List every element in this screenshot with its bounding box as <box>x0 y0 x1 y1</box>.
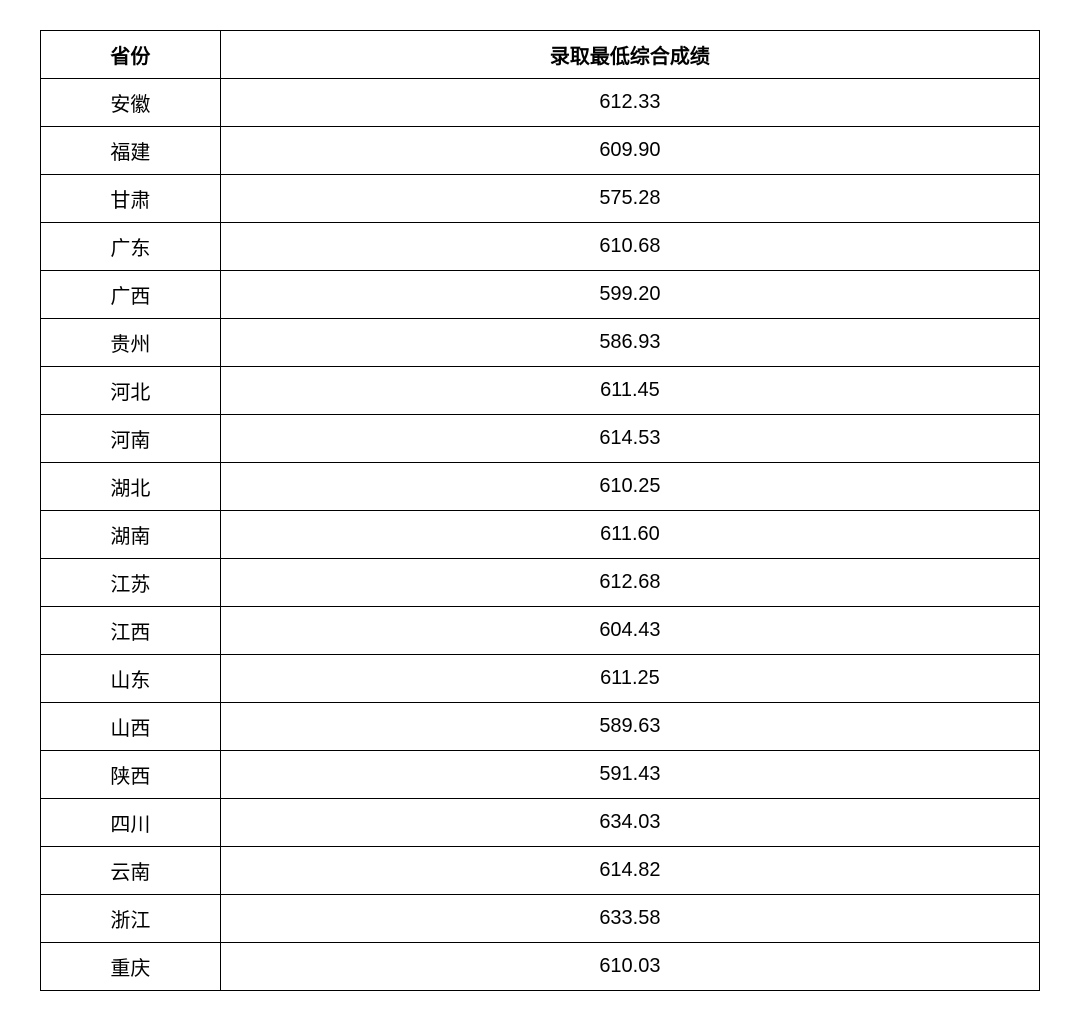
column-header-province: 省份 <box>41 31 221 79</box>
table-row: 甘肃 575.28 <box>41 175 1040 223</box>
cell-score: 586.93 <box>220 319 1039 367</box>
cell-province: 浙江 <box>41 895 221 943</box>
table-row: 重庆 610.03 <box>41 943 1040 991</box>
cell-province: 山西 <box>41 703 221 751</box>
table-row: 云南 614.82 <box>41 847 1040 895</box>
cell-score: 611.60 <box>220 511 1039 559</box>
cell-province: 四川 <box>41 799 221 847</box>
cell-score: 612.33 <box>220 79 1039 127</box>
table-row: 江西 604.43 <box>41 607 1040 655</box>
cell-province: 甘肃 <box>41 175 221 223</box>
cell-province: 江西 <box>41 607 221 655</box>
table-row: 贵州 586.93 <box>41 319 1040 367</box>
cell-province: 陕西 <box>41 751 221 799</box>
table-row: 湖北 610.25 <box>41 463 1040 511</box>
cell-province: 安徽 <box>41 79 221 127</box>
cell-score: 609.90 <box>220 127 1039 175</box>
table-header-row: 省份 录取最低综合成绩 <box>41 31 1040 79</box>
table-row: 安徽 612.33 <box>41 79 1040 127</box>
cell-province: 广西 <box>41 271 221 319</box>
cell-score: 575.28 <box>220 175 1039 223</box>
table-row: 河北 611.45 <box>41 367 1040 415</box>
cell-province: 福建 <box>41 127 221 175</box>
cell-province: 贵州 <box>41 319 221 367</box>
column-header-score: 录取最低综合成绩 <box>220 31 1039 79</box>
table-row: 广西 599.20 <box>41 271 1040 319</box>
cell-score: 611.25 <box>220 655 1039 703</box>
table-row: 江苏 612.68 <box>41 559 1040 607</box>
table-row: 陕西 591.43 <box>41 751 1040 799</box>
cell-province: 河南 <box>41 415 221 463</box>
cell-province: 湖北 <box>41 463 221 511</box>
cell-score: 611.45 <box>220 367 1039 415</box>
cell-score: 589.63 <box>220 703 1039 751</box>
table-body: 安徽 612.33 福建 609.90 甘肃 575.28 广东 610.68 … <box>41 79 1040 991</box>
admission-scores-table: 省份 录取最低综合成绩 安徽 612.33 福建 609.90 甘肃 575.2… <box>40 30 1040 991</box>
cell-province: 广东 <box>41 223 221 271</box>
cell-score: 634.03 <box>220 799 1039 847</box>
cell-province: 重庆 <box>41 943 221 991</box>
table-row: 山东 611.25 <box>41 655 1040 703</box>
cell-score: 610.68 <box>220 223 1039 271</box>
table-row: 湖南 611.60 <box>41 511 1040 559</box>
table-row: 四川 634.03 <box>41 799 1040 847</box>
cell-score: 633.58 <box>220 895 1039 943</box>
cell-province: 江苏 <box>41 559 221 607</box>
cell-score: 614.82 <box>220 847 1039 895</box>
cell-province: 湖南 <box>41 511 221 559</box>
table-row: 福建 609.90 <box>41 127 1040 175</box>
cell-province: 山东 <box>41 655 221 703</box>
cell-score: 591.43 <box>220 751 1039 799</box>
table-row: 广东 610.68 <box>41 223 1040 271</box>
cell-score: 599.20 <box>220 271 1039 319</box>
cell-score: 610.03 <box>220 943 1039 991</box>
table-row: 浙江 633.58 <box>41 895 1040 943</box>
cell-score: 610.25 <box>220 463 1039 511</box>
table-row: 山西 589.63 <box>41 703 1040 751</box>
cell-score: 612.68 <box>220 559 1039 607</box>
table-row: 河南 614.53 <box>41 415 1040 463</box>
cell-province: 河北 <box>41 367 221 415</box>
cell-province: 云南 <box>41 847 221 895</box>
cell-score: 614.53 <box>220 415 1039 463</box>
cell-score: 604.43 <box>220 607 1039 655</box>
